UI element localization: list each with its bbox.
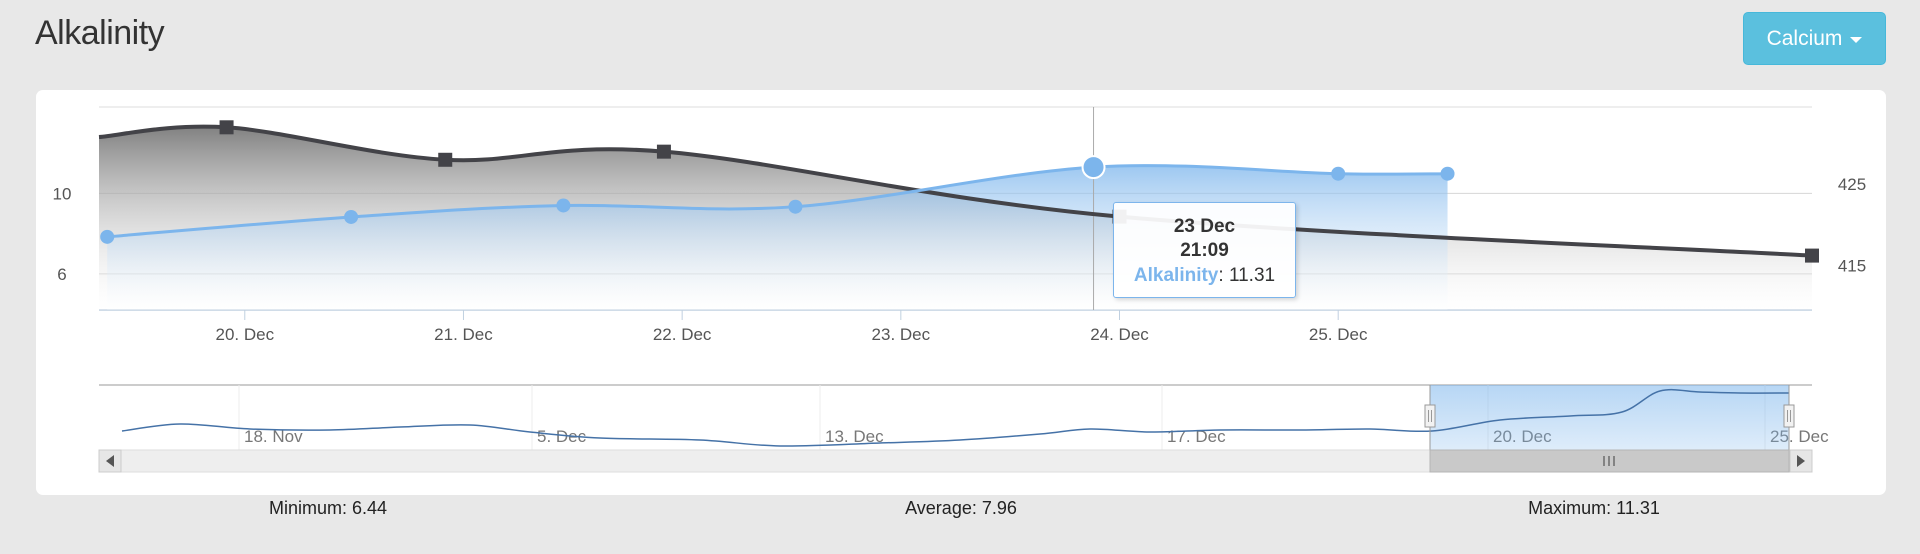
data-point-circle [556,198,571,213]
parameter-dropdown[interactable]: Calcium [1743,12,1886,65]
data-point-square [656,144,671,159]
data-point-circle [344,209,359,224]
x-tick-label: 25. Dec [1309,325,1368,344]
data-point-circle [100,229,115,244]
navigator-handle-grip-icon[interactable] [1424,404,1436,428]
page-title: Alkalinity [35,14,165,52]
series-areas [98,107,1813,310]
stat-average: Average: 7.96 [905,498,1017,518]
chart-tooltip: 23 Dec 21:09 Alkalinity: 11.31 [1113,202,1296,298]
arrow-right-icon [1797,455,1805,467]
navigator-label: 18. Nov [244,427,303,446]
x-tick-label: 22. Dec [653,325,712,344]
data-point-square [219,120,234,135]
x-tick-label: 23. Dec [872,325,931,344]
data-point-square [1805,248,1819,263]
tooltip-date: 23 Dec [1173,216,1236,237]
data-point-square [438,152,453,167]
data-point-circle [1440,166,1455,181]
navigator-label: 5. Dec [537,427,587,446]
tooltip-row: Alkalinity: 11.31 [1133,265,1276,286]
series-markers [100,120,1819,263]
y-left-tick-label: 6 [57,265,66,284]
x-tick-label: 21. Dec [434,325,493,344]
tooltip-time: 21:09 [1180,240,1229,261]
area-fill-alkalinity [107,165,1448,310]
navigator-label: 13. Dec [825,427,884,446]
y-left-tick-label: 10 [53,184,72,203]
x-tick-label: 20. Dec [215,325,274,344]
y-right-tick-label: 425 [1838,175,1866,194]
x-axis-ticks: 20. Dec 21. Dec 22. Dec 23. Dec 24. Dec 25. D… [215,310,1368,344]
dropdown-label: Calcium [1766,26,1843,50]
stat-maximum: Maximum: 11.31 [1528,498,1660,518]
x-tick-label: 24. Dec [1090,325,1149,344]
navigator-series-line [121,388,1790,447]
series-line-dark [98,124,1813,258]
y-right-tick-label: 415 [1838,256,1866,275]
data-point-circle [788,199,803,214]
tooltip-value: 11.31 [1228,265,1276,286]
data-point-circle [1331,166,1346,181]
navigator-handle-grip-icon[interactable] [1783,404,1795,428]
y-axis-ticks: 6 10 415 425 [53,175,1867,284]
stat-minimum: Minimum: 6.44 [268,498,388,518]
tooltip-series-name: Alkalinity [1133,265,1219,286]
arrow-left-icon [106,455,114,467]
data-point-hovered [1081,155,1106,180]
caret-down-icon [1850,37,1863,43]
navigator-selection[interactable] [1430,385,1789,450]
